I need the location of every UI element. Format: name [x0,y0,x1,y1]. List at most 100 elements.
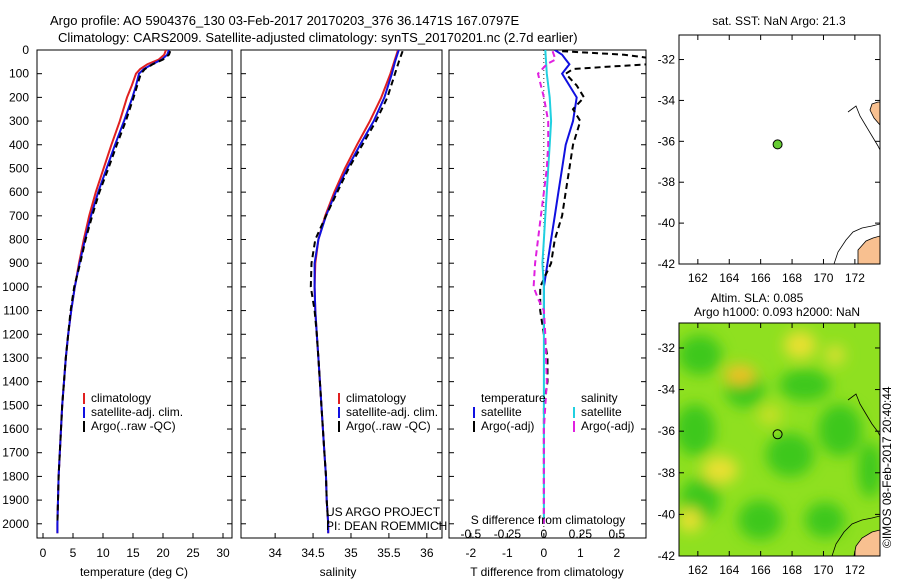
sst-map-area [772,101,880,264]
x-tick-label: 5 [70,546,77,560]
coastline-north [847,105,880,151]
salinity-panel: 34 34.5 35 35.5 36 salinity climatologysatel… [240,49,447,579]
legend-label: satellite [481,405,522,419]
y-tick-label: -32 [658,53,676,67]
legend-label: satellite-adj. clim. [91,405,183,419]
x-tick-label: 164 [719,271,739,285]
sla-heat-field [679,331,880,540]
s-tick-label: 0.25 [569,527,593,541]
legend-label: Argo(-adj) [581,419,634,433]
x-tick-label: 35 [344,546,358,560]
s-tick-label: 0.5 [608,527,625,541]
x-tick-label: 166 [751,563,771,577]
y-tick-label: 400 [9,138,29,152]
y-tick-label: 500 [9,161,29,175]
y-tick-label: -34 [658,383,676,397]
x-tick-label: 34 [268,546,282,560]
y-tick-label: 1300 [2,351,29,365]
x-tick-label: 164 [719,563,739,577]
y-tick-label: 1900 [2,493,29,507]
x-tick-label: -1 [502,546,513,560]
legend-label: climatology [91,391,151,405]
y-tick-label: 700 [9,209,29,223]
project-label: US ARGO PROJECT [326,505,441,519]
y-tick-label: 1100 [3,304,29,318]
y-tick-label: 1500 [2,398,29,412]
imos-credit: ©IMOS 08-Feb-2017 20:40:44 [880,386,894,548]
x-tick-label: 162 [688,563,708,577]
salinity-xlabel: salinity [320,565,357,579]
salinity-y-ticks [241,49,442,525]
y-tick-label: 800 [9,233,29,247]
sla-map-title-line2: Argo h1000: 0.093 h2000: NaN [694,305,860,319]
x-tick-label: 15 [126,546,140,560]
legend-label: satellite-adj. clim. [346,405,438,419]
x-tick-label: 172 [845,563,865,577]
figure-title-line2: Climatology: CARS2009. Satellite-adjuste… [58,30,578,45]
temperature-lines [56,50,172,534]
s-tick-label: -0.25 [494,527,522,541]
y-tick-label: -38 [658,175,676,189]
sla-map-area [679,323,880,556]
y-tick-label: 1600 [2,422,29,436]
series-line-s-satellite [541,50,553,524]
argo-float-marker [772,139,783,150]
depth-axis: 0 100 200 300 400 500 600 700 800 900 1000 1100 1200… [2,43,232,531]
series-line-argo-raw-qc- [309,50,404,524]
legend-label: climatology [346,391,406,405]
pi-label: PI: DEAN ROEMMICH [326,519,447,533]
sla-map-axes: 162 164 166 168 170 172 -32 -34 -36 -38 -40 -42 [658,323,880,577]
land-south [857,235,880,264]
x-tick-label: 2 [613,546,620,560]
series-line-argo-raw-qc- [56,50,172,524]
sst-map-panel: sat. SST: NaN Argo: 21.3 162 164 166 168 170… [658,14,881,285]
y-tick-label: -34 [658,93,676,107]
legend-label: Argo(..raw -QC) [91,419,176,433]
y-tick-label: -38 [658,466,676,480]
sst-map-title: sat. SST: NaN Argo: 21.3 [712,14,846,28]
sla-map-panel: Altim. SLA: 0.085 Argo h1000: 0.093 h200… [658,291,881,577]
salinity-lines [309,50,404,534]
legend-title-salinity: salinity [581,391,618,405]
y-tick-label: -42 [658,257,676,271]
difference-lines [532,50,646,538]
sla-coastline-north [847,393,880,437]
y-tick-label: 300 [9,114,29,128]
sst-map-axes: 162 164 166 168 170 172 -32 -34 -36 -38 -40 -42 [658,35,880,285]
x-tick-label: 162 [688,271,708,285]
y-tick-label: -40 [658,507,676,521]
y-tick-label: 2000 [2,517,29,531]
x-tick-label: 170 [813,271,833,285]
legend-title-temperature: temperature [481,391,546,405]
temperature-xlabel: temperature (deg C) [80,565,188,579]
x-tick-label: 36 [420,546,434,560]
y-tick-label: 0 [22,43,29,57]
legend-label: Argo(-adj) [481,419,534,433]
x-tick-label: 25 [186,546,200,560]
y-tick-label: 1000 [2,280,29,294]
y-tick-label: -42 [658,549,676,563]
y-tick-label: -32 [658,341,676,355]
difference-y-ticks [449,49,646,525]
y-tick-label: 1700 [2,446,29,460]
legend-label: satellite [581,405,622,419]
temperature-panel: 0100200300400500600700800900100011001200… [2,43,233,579]
y-tick-label: 200 [9,90,29,104]
land-north [869,101,880,126]
difference-legend: temperature salinitysatelliteArgo(-adj)sa… [473,391,634,433]
y-tick-label: 1200 [2,327,29,341]
x-tick-label: -2 [466,546,477,560]
x-tick-label: 170 [813,563,833,577]
x-tick-label: 30 [216,546,230,560]
series-line-t-satellite [542,50,578,335]
t-difference-x-axis: -2 -1 0 1 2 [466,533,620,560]
series-line-s-argo-adj- [532,50,557,524]
x-tick-label: 168 [782,563,802,577]
x-tick-label: 35.5 [377,546,401,560]
y-tick-label: 600 [9,185,29,199]
x-tick-label: 0 [40,546,47,560]
x-tick-label: 168 [782,271,802,285]
x-tick-label: 1 [577,546,584,560]
